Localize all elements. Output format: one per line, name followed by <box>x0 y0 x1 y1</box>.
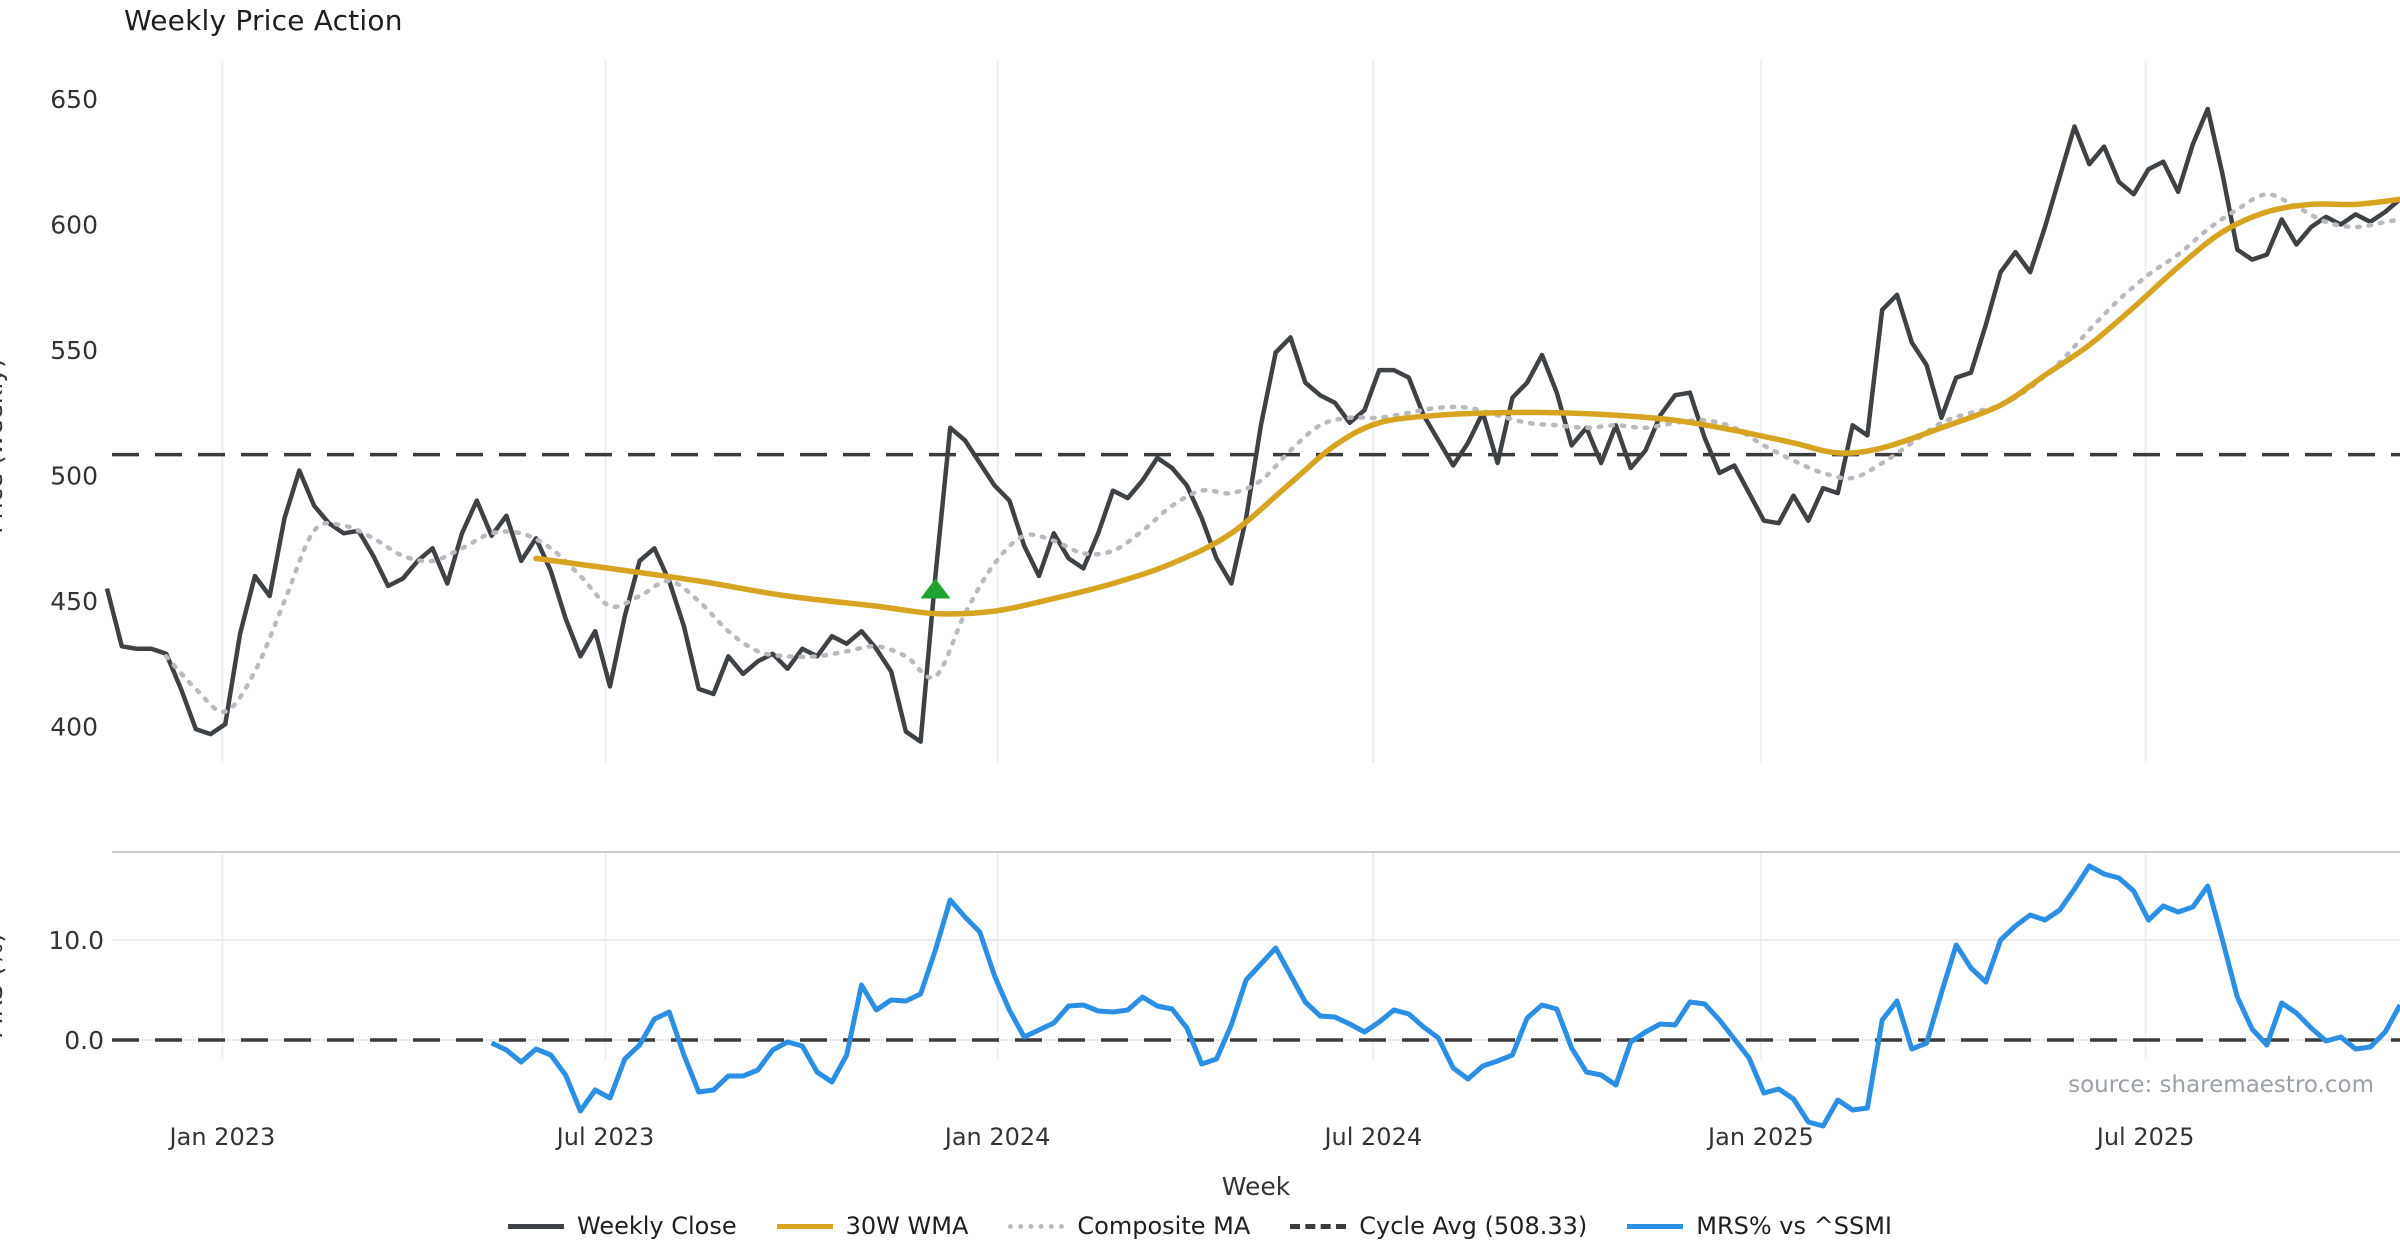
mrs-line <box>490 863 2400 1129</box>
legend-swatch <box>1627 1223 1684 1229</box>
mrs-ytick-label: 10.0 <box>48 926 104 955</box>
x-axis-label: Week <box>1221 1172 1291 1201</box>
legend-label: Composite MA <box>1077 1212 1251 1240</box>
x-tick-label: Jan 2025 <box>1706 1123 1814 1151</box>
legend-item-weekly-close[interactable]: Weekly Close <box>508 1212 737 1240</box>
x-tick-label: Jan 2023 <box>168 1123 276 1151</box>
legend-swatch <box>776 1223 833 1229</box>
legend-label: 30W WMA <box>845 1212 969 1240</box>
x-tick-label: Jan 2024 <box>943 1123 1051 1151</box>
price-ytick-label: 650 <box>50 85 98 114</box>
legend-swatch <box>1290 1223 1347 1229</box>
price-ytick-label: 550 <box>50 336 98 365</box>
legend-item-cycle-avg-508-33[interactable]: Cycle Avg (508.33) <box>1290 1212 1587 1240</box>
composite-ma-line <box>163 192 2400 715</box>
x-tick-label: Jul 2024 <box>1322 1123 1422 1151</box>
legend-item-mrs-vs-ssmi[interactable]: MRS% vs ^SSMI <box>1627 1212 1892 1240</box>
legend-label: MRS% vs ^SSMI <box>1696 1212 1892 1240</box>
legend-label: Weekly Close <box>577 1212 737 1240</box>
x-tick-label: Jul 2023 <box>555 1123 655 1151</box>
signal-triangle-marker <box>920 578 951 599</box>
weekly-close-line <box>104 106 2400 744</box>
wma30-line <box>533 196 2400 617</box>
legend: Weekly Close 30W WMA Composite MA Cycle Avg… <box>0 1212 2400 1240</box>
mrs-ytick-label: 0.0 <box>64 1026 104 1055</box>
price-ytick-label: 600 <box>50 211 98 240</box>
source-credit: source: sharemaestro.com <box>2068 1072 2374 1098</box>
chart-title: Weekly Price Action <box>124 4 403 37</box>
x-tick-label: Jul 2025 <box>2095 1123 2195 1151</box>
legend-swatch <box>1008 1223 1065 1229</box>
legend-swatch <box>508 1223 564 1229</box>
price-ytick-label: 450 <box>50 587 98 616</box>
legend-item-30w-wma[interactable]: 30W WMA <box>776 1212 969 1240</box>
price-ytick-label: 400 <box>50 713 98 742</box>
legend-item-composite-ma[interactable]: Composite MA <box>1008 1212 1250 1240</box>
legend-label: Cycle Avg (508.33) <box>1359 1212 1588 1240</box>
price-ytick-label: 500 <box>50 462 98 491</box>
